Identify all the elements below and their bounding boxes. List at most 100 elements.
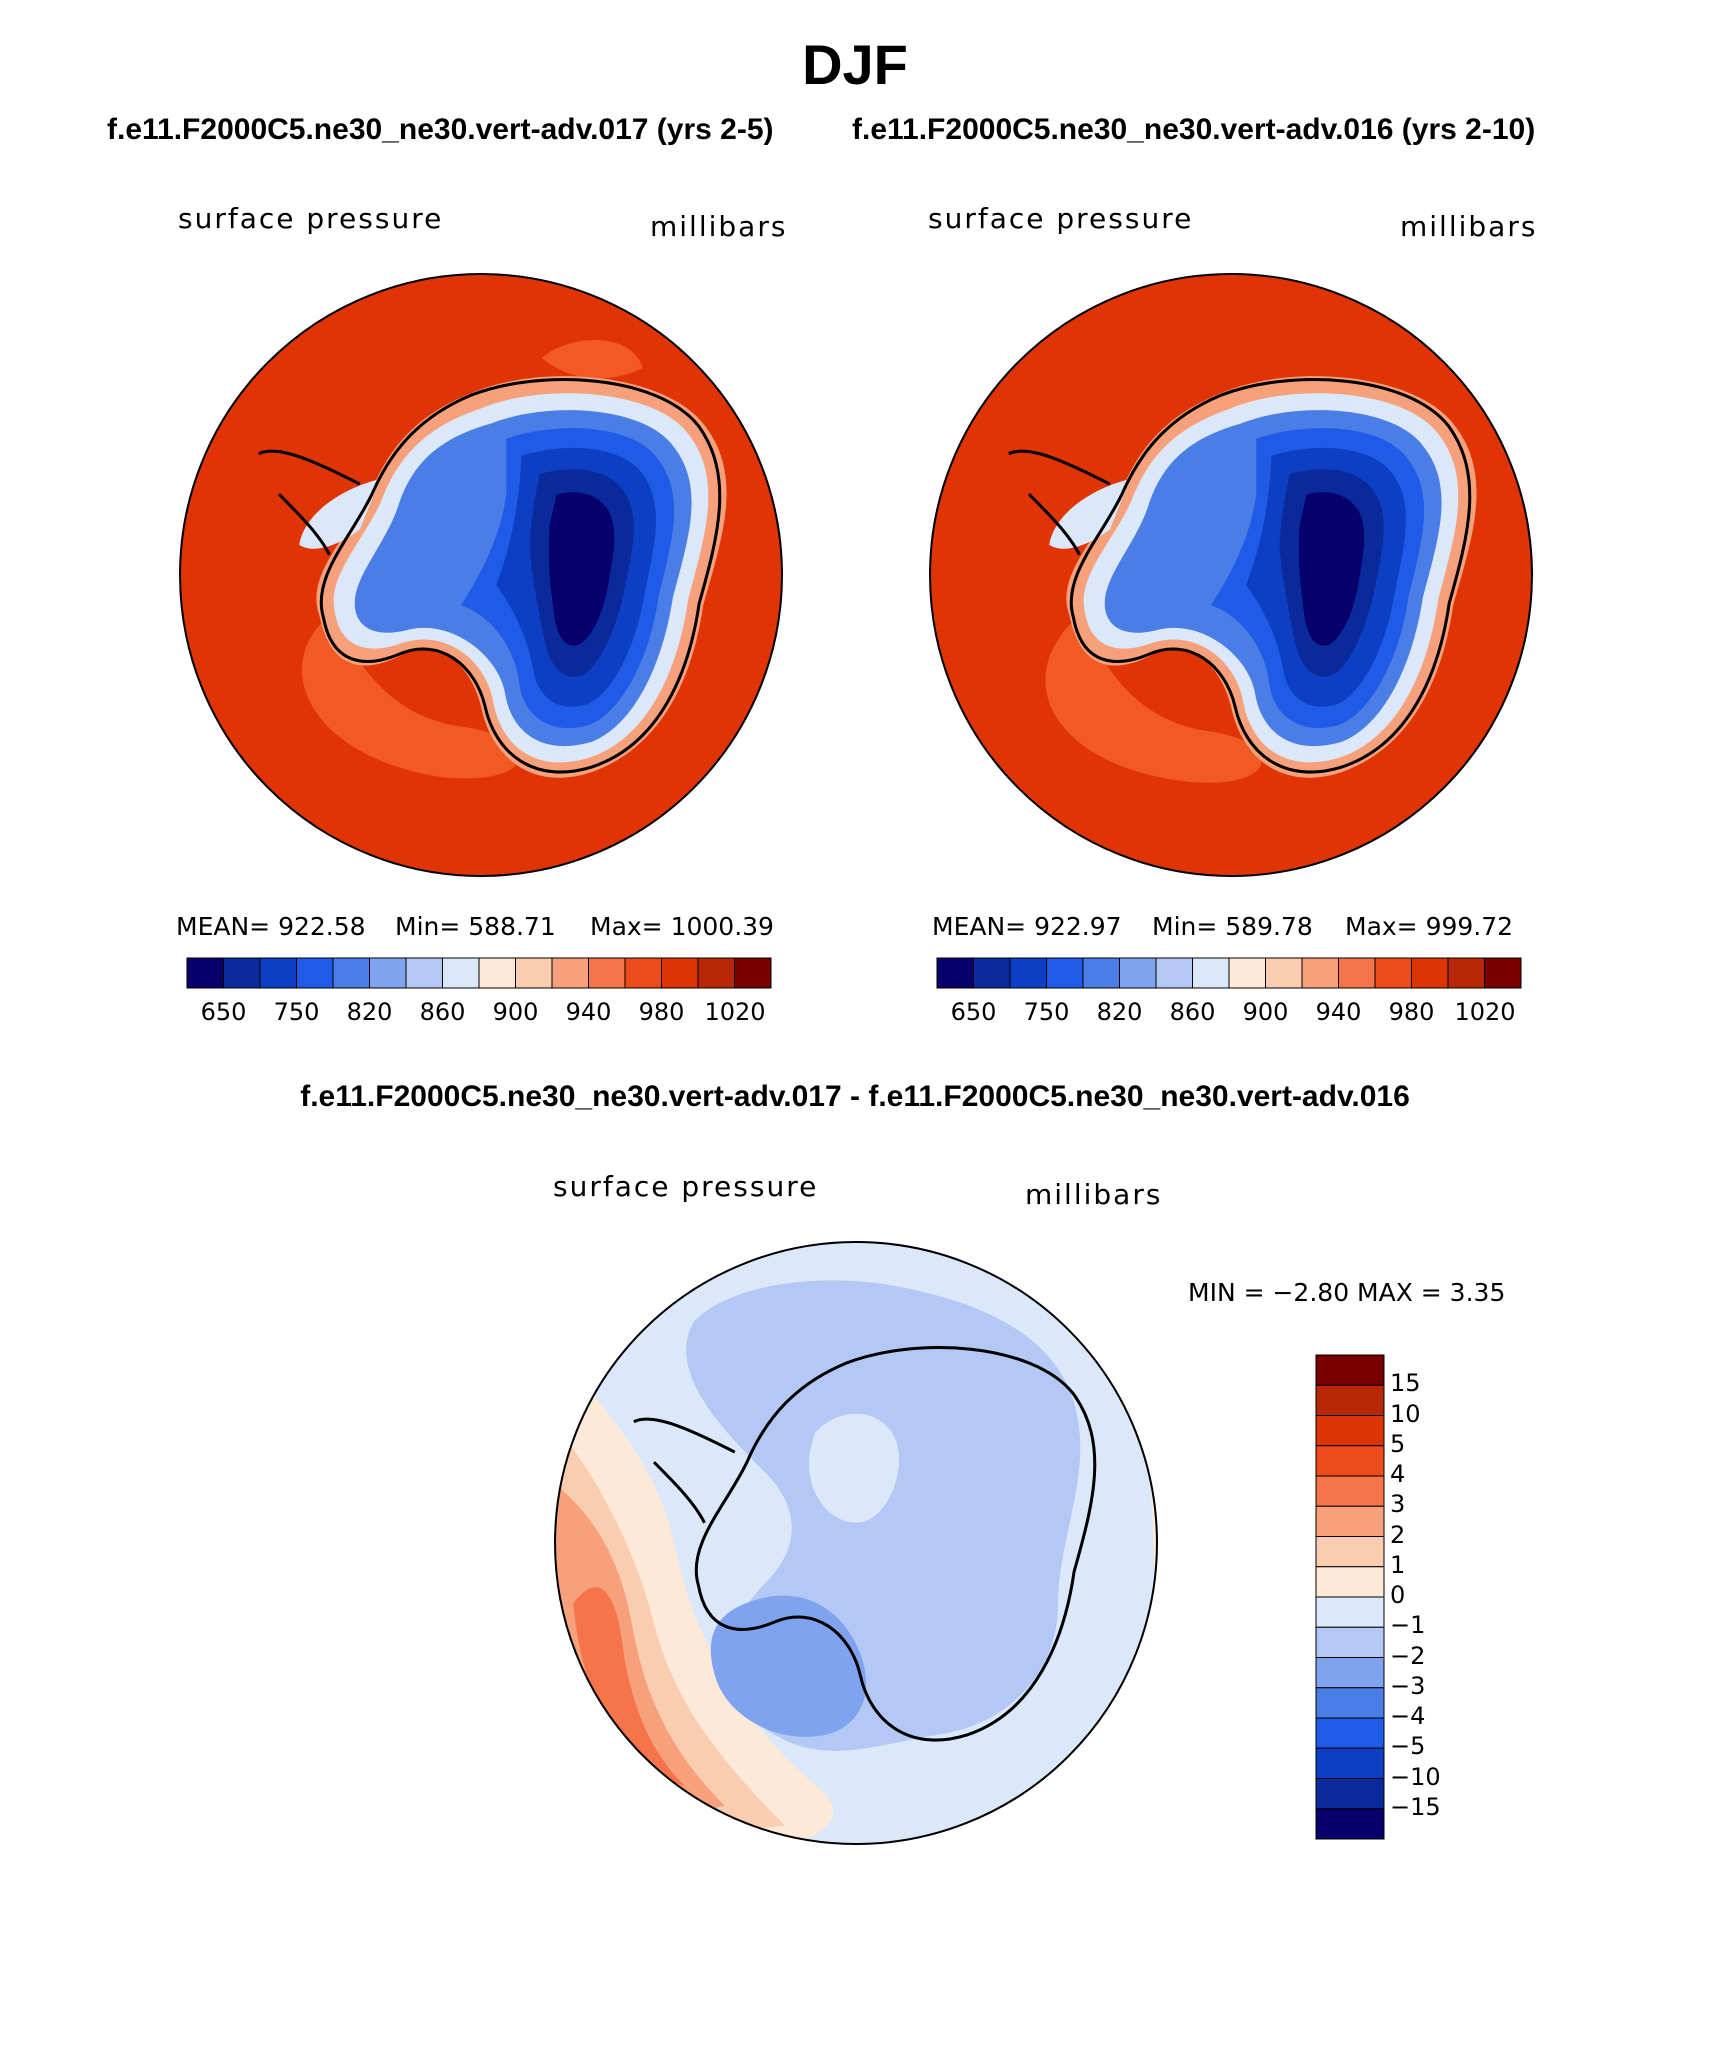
coastline bbox=[633, 1346, 1097, 1742]
diff-title: f.e11.F2000C5.ne30_ne30.vert-adv.017 - f… bbox=[300, 1080, 1410, 1113]
colorbar-box bbox=[1192, 957, 1230, 989]
colorbar-box bbox=[1228, 957, 1266, 989]
colorbar-tick-label: 900 bbox=[1242, 998, 1289, 1026]
colorbar-box bbox=[259, 957, 297, 989]
map-border bbox=[179, 273, 783, 877]
low-pressure-patch-north bbox=[541, 340, 643, 379]
colorbar-box bbox=[1315, 1596, 1385, 1628]
panel2-colorbar bbox=[936, 957, 1522, 989]
colorbar-box bbox=[1315, 1778, 1385, 1810]
colorbar-box bbox=[1338, 957, 1376, 989]
panel3-minmax: MIN = −2.80 MAX = 3.35 bbox=[1188, 1278, 1506, 1307]
colorbar-tick-label: −4 bbox=[1390, 1702, 1426, 1730]
panel3-variable-label: surface pressure bbox=[553, 1170, 819, 1203]
colorbar-box bbox=[1315, 1566, 1385, 1598]
colorbar-box bbox=[1315, 1475, 1385, 1507]
field-plus3-to-plus4 bbox=[573, 1587, 685, 1786]
colorbar-box bbox=[1484, 957, 1522, 989]
plateau-band-6 bbox=[1298, 492, 1365, 646]
map-border bbox=[929, 273, 1533, 877]
panel1-map bbox=[179, 273, 783, 877]
colorbar-box bbox=[1315, 1415, 1385, 1447]
panel2-units-label: millibars bbox=[1400, 210, 1538, 243]
colorbar-box bbox=[369, 957, 407, 989]
colorbar-box bbox=[1315, 1626, 1385, 1658]
colorbar-box bbox=[1315, 1354, 1385, 1386]
low-pressure-ring-pacific bbox=[301, 615, 520, 779]
panel2-mean: MEAN= 922.97 bbox=[932, 912, 1122, 941]
colorbar-tick-label: 820 bbox=[1096, 998, 1143, 1026]
colorbar-tick-label: −5 bbox=[1390, 1732, 1426, 1761]
colorbar-box bbox=[1315, 1536, 1385, 1568]
panel2-variable-label: surface pressure bbox=[928, 202, 1194, 235]
colorbar-box bbox=[515, 957, 553, 989]
colorbar-box bbox=[734, 957, 772, 989]
panel1-units-label: millibars bbox=[650, 210, 788, 243]
colorbar-box bbox=[936, 957, 974, 989]
panel2-min: Min= 589.78 bbox=[1152, 912, 1313, 941]
colorbar-box bbox=[973, 957, 1011, 989]
colorbar-box bbox=[1315, 1747, 1385, 1779]
colorbar-tick-label: 980 bbox=[1388, 998, 1435, 1026]
colorbar-tick-label: 980 bbox=[638, 998, 685, 1026]
colorbar-tick-label: 5 bbox=[1390, 1429, 1406, 1458]
colorbar-tick-label: 900 bbox=[492, 998, 539, 1026]
colorbar-tick-label: 1020 bbox=[704, 998, 766, 1026]
coastline bbox=[258, 378, 722, 774]
colorbar-box bbox=[661, 957, 699, 989]
colorbar-box bbox=[551, 957, 589, 989]
panel1-colorbar bbox=[186, 957, 772, 989]
panel1-variable-label: surface pressure bbox=[178, 202, 444, 235]
colorbar-box bbox=[186, 957, 224, 989]
colorbar-tick-label: 10 bbox=[1390, 1399, 1421, 1428]
colorbar-tick-label: −15 bbox=[1390, 1792, 1441, 1821]
colorbar-box bbox=[1315, 1445, 1385, 1477]
panel1-mean: MEAN= 922.58 bbox=[176, 912, 366, 941]
peninsula-shade bbox=[299, 479, 380, 549]
colorbar-box bbox=[332, 957, 370, 989]
colorbar-tick-label: −3 bbox=[1390, 1671, 1426, 1700]
colorbar-box bbox=[1155, 957, 1193, 989]
colorbar-tick-label: 940 bbox=[565, 998, 612, 1026]
colorbar-box bbox=[1046, 957, 1084, 989]
subtitle-left: f.e11.F2000C5.ne30_ne30.vert-adv.017 (yr… bbox=[107, 113, 774, 146]
colorbar-box bbox=[1009, 957, 1047, 989]
figure-title: DJF bbox=[802, 33, 908, 96]
colorbar-tick-label: 3 bbox=[1390, 1490, 1406, 1519]
colorbar-tick-label: 1020 bbox=[1454, 998, 1516, 1026]
colorbar-tick-label: 0 bbox=[1390, 1581, 1406, 1609]
colorbar-box bbox=[1082, 957, 1120, 989]
colorbar-box bbox=[588, 957, 626, 989]
colorbar-box bbox=[697, 957, 735, 989]
colorbar-tick-label: 860 bbox=[1169, 998, 1216, 1026]
panel2-map bbox=[929, 273, 1533, 877]
colorbar-tick-label: 860 bbox=[419, 998, 466, 1026]
colorbar-tick-label: −1 bbox=[1390, 1611, 1426, 1640]
colorbar-tick-label: 820 bbox=[346, 998, 393, 1026]
colorbar-box bbox=[624, 957, 662, 989]
colorbar-tick-label: 750 bbox=[1023, 998, 1070, 1026]
colorbar-tick-label: 1 bbox=[1390, 1550, 1406, 1579]
map-border bbox=[554, 1241, 1158, 1845]
field-minus1-inner bbox=[809, 1413, 900, 1523]
panel1-max: Max= 1000.39 bbox=[590, 912, 774, 941]
colorbar-box bbox=[1447, 957, 1485, 989]
colorbar-box bbox=[1119, 957, 1157, 989]
colorbar-box bbox=[223, 957, 261, 989]
colorbar-box bbox=[296, 957, 334, 989]
panel3-colorbar bbox=[1315, 1354, 1385, 1840]
colorbar-box bbox=[1265, 957, 1303, 989]
subtitle-right: f.e11.F2000C5.ne30_ne30.vert-adv.016 (yr… bbox=[852, 113, 1536, 146]
colorbar-tick-label: 650 bbox=[200, 998, 247, 1026]
colorbar-box bbox=[442, 957, 480, 989]
colorbar-tick-label: 750 bbox=[273, 998, 320, 1026]
colorbar-box bbox=[1315, 1808, 1385, 1840]
colorbar-box bbox=[1315, 1657, 1385, 1689]
colorbar-tick-label: −2 bbox=[1390, 1641, 1426, 1670]
panel1-min: Min= 588.71 bbox=[395, 912, 556, 941]
field-minus2-to-minus3 bbox=[710, 1595, 867, 1737]
plateau-band-6 bbox=[548, 492, 615, 646]
coastline bbox=[1008, 378, 1472, 774]
colorbar-box bbox=[1411, 957, 1449, 989]
colorbar-tick-label: −10 bbox=[1390, 1762, 1441, 1791]
